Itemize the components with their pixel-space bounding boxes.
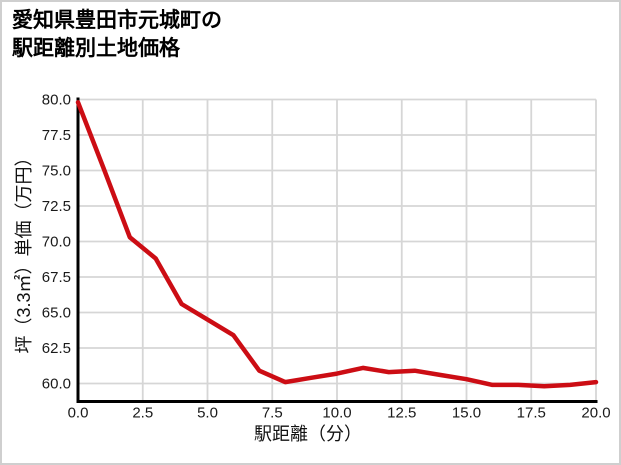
y-tick-label: 77.5 bbox=[42, 127, 71, 144]
y-tick-label: 65.0 bbox=[42, 305, 71, 322]
chart-title-line1: 愛知県豊田市元城町の bbox=[12, 9, 222, 32]
x-tick-label: 0.0 bbox=[68, 405, 89, 422]
x-axis-label: 駅距離（分） bbox=[254, 424, 362, 444]
x-tick-label: 7.5 bbox=[262, 405, 283, 422]
price-line bbox=[75, 100, 599, 389]
y-tick-label: 62.5 bbox=[42, 340, 71, 357]
x-tick-label: 5.0 bbox=[197, 405, 218, 422]
x-tick-label: 12.5 bbox=[387, 405, 416, 422]
chart-title-line2: 駅距離別土地価格 bbox=[12, 37, 180, 60]
x-tick-label: 17.5 bbox=[517, 405, 546, 422]
y-tick-label: 60.0 bbox=[42, 376, 71, 393]
chart-title: 愛知県豊田市元城町の 駅距離別土地価格 bbox=[12, 7, 222, 63]
y-tick-label: 80.0 bbox=[42, 92, 71, 109]
y-tick-label: 70.0 bbox=[42, 234, 71, 251]
y-tick-label: 67.5 bbox=[42, 269, 71, 286]
y-tick-label: 75.0 bbox=[42, 163, 71, 180]
y-axis-label: 坪（3.3㎡）単価（万円） bbox=[14, 148, 34, 354]
x-tick-label: 15.0 bbox=[452, 405, 481, 422]
x-tick-label: 2.5 bbox=[132, 405, 153, 422]
x-tick-label: 20.0 bbox=[581, 405, 610, 422]
x-tick-label: 10.0 bbox=[322, 405, 351, 422]
y-tick-label: 72.5 bbox=[42, 198, 71, 215]
